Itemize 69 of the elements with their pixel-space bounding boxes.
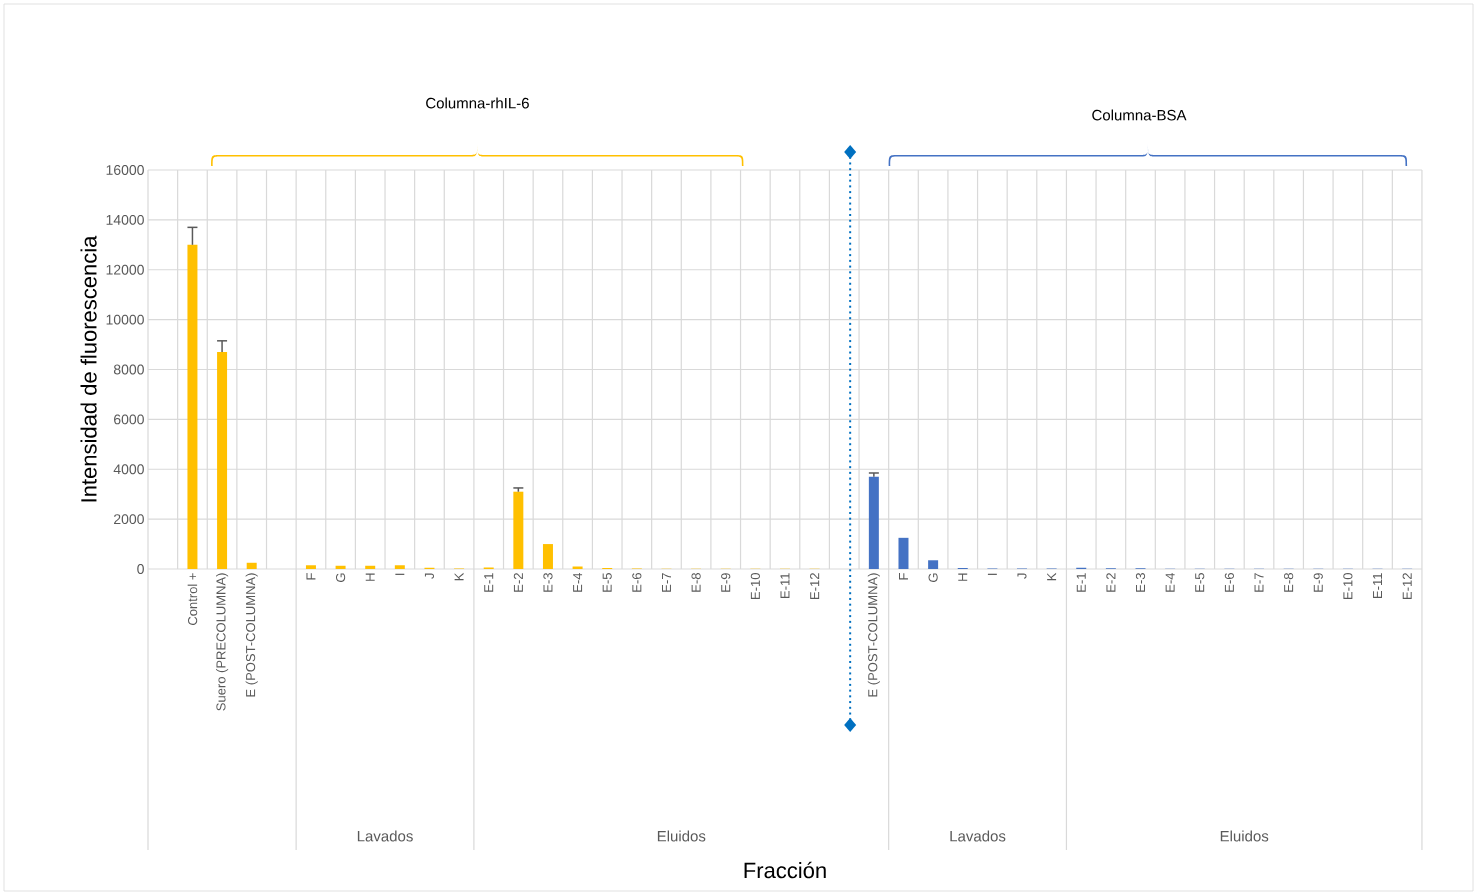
x-tick-label: E-9 xyxy=(1313,573,1323,592)
x-tick-label: E-7 xyxy=(1254,573,1264,592)
bar xyxy=(365,565,376,569)
x-tick-label: I xyxy=(395,573,405,575)
x-tick-label: I xyxy=(987,573,997,575)
bar xyxy=(246,562,257,569)
x-tick-label: E-5 xyxy=(602,573,612,592)
x-tick-label: E (POST-COLUMNA) xyxy=(867,573,880,697)
x-tick-label: E-12 xyxy=(1402,573,1412,599)
x-tick-label: E-3 xyxy=(1135,573,1146,592)
bar xyxy=(928,560,939,569)
x-tick-label: E-4 xyxy=(1165,572,1175,592)
x-tick-label: K xyxy=(1047,572,1057,581)
x-tick-label: E-9 xyxy=(721,573,731,592)
bar xyxy=(335,565,346,569)
x-tick-label: E-10 xyxy=(1343,573,1353,599)
x-tick-label: G xyxy=(928,573,938,582)
bar xyxy=(394,565,405,569)
bar xyxy=(187,244,198,569)
text: Lavados xyxy=(357,830,413,842)
x-tick-label: E (POST-COLUMNA) xyxy=(245,573,258,697)
x-tick-label: E-8 xyxy=(691,573,701,592)
x-tick-label: K xyxy=(454,572,464,581)
x-tick-label: E-6 xyxy=(632,573,642,592)
x-tick-label: Control + xyxy=(187,573,198,625)
x-tick-label: J xyxy=(424,573,434,579)
text: Columna-rhIL-6 xyxy=(426,97,529,109)
x-tick-label: G xyxy=(335,573,346,582)
text: Lavados xyxy=(950,830,1006,842)
bar xyxy=(868,476,879,569)
bar xyxy=(305,565,316,569)
x-tick-label: F xyxy=(306,573,316,580)
x-tick-label: E-3 xyxy=(543,573,553,592)
y-tick-label: 2000 xyxy=(114,514,144,525)
bar xyxy=(513,491,524,569)
x-tick-label: E-2 xyxy=(513,573,523,592)
y-tick-label: 0 xyxy=(137,564,144,574)
y-tick-label: 14000 xyxy=(106,214,144,225)
bar xyxy=(217,352,228,569)
y-tick-label: 6000 xyxy=(114,414,144,425)
x-tick-label: E-8 xyxy=(1284,573,1294,592)
y-axis-title: Intensidad de fluorescencia xyxy=(80,235,97,502)
x-tick-label: H xyxy=(365,573,375,581)
y-tick-label: 12000 xyxy=(106,264,144,275)
x-tick-label: H xyxy=(958,573,968,581)
bar xyxy=(542,544,553,569)
y-tick-label: 4000 xyxy=(113,464,144,475)
x-tick-label: E-11 xyxy=(1373,573,1382,598)
x-tick-label: E-6 xyxy=(1224,573,1234,592)
x-tick-label: E-1 xyxy=(1076,573,1086,592)
x-tick-label: E-10 xyxy=(750,573,760,599)
text: Eluidos xyxy=(657,830,706,842)
x-tick-label: J xyxy=(1017,573,1027,579)
y-tick-label: 16000 xyxy=(106,165,144,175)
y-tick-label: 8000 xyxy=(113,364,144,375)
x-tick-label: F xyxy=(899,573,908,580)
x-tick-label: E-4 xyxy=(573,572,583,592)
x-tick-label: E-11 xyxy=(780,573,790,598)
x-tick-label: Suero (PRECOLUMNA) xyxy=(216,573,229,711)
x-tick-label: E-2 xyxy=(1106,573,1116,592)
text: Eluidos xyxy=(1220,830,1269,842)
y-tick-label: 10000 xyxy=(106,314,144,325)
x-tick-label: E-5 xyxy=(1195,573,1205,592)
x-tick-label: E-12 xyxy=(810,573,820,599)
text: Fracción xyxy=(744,861,826,879)
text: Columna-BSA xyxy=(1092,109,1187,121)
x-tick-label: E-1 xyxy=(484,573,494,592)
bar xyxy=(898,537,909,569)
x-tick-label: E-7 xyxy=(662,573,671,592)
